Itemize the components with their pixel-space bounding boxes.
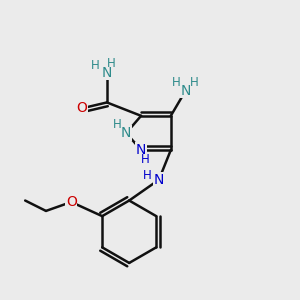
Text: N: N bbox=[154, 173, 164, 187]
Text: N: N bbox=[181, 84, 191, 98]
Text: O: O bbox=[76, 101, 87, 116]
Text: N: N bbox=[136, 143, 146, 157]
Text: N: N bbox=[102, 66, 112, 80]
Text: H: H bbox=[190, 76, 199, 89]
Text: H: H bbox=[143, 169, 152, 182]
Text: H: H bbox=[172, 76, 181, 89]
Text: O: O bbox=[66, 195, 77, 209]
Text: H: H bbox=[107, 57, 116, 70]
Text: H: H bbox=[113, 118, 122, 130]
Text: H: H bbox=[141, 153, 150, 166]
Text: H: H bbox=[91, 59, 100, 72]
Text: N: N bbox=[121, 126, 131, 140]
